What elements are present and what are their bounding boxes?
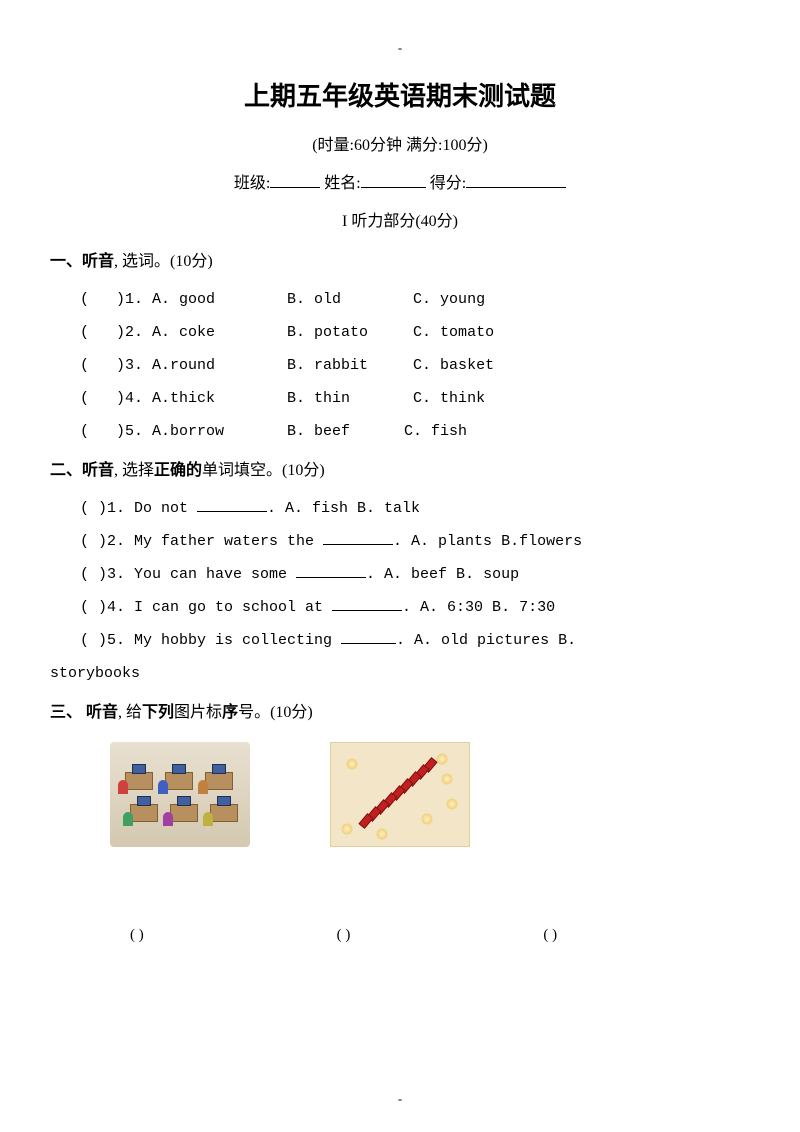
s3-bold3: 序: [222, 704, 238, 721]
s2-bold1: 二、听音: [50, 462, 114, 479]
s3-rest: 号。(10分): [238, 704, 313, 721]
paren-row: ( ) ( ) ( ): [50, 927, 750, 944]
s2-q3a: ( )3. You can have some: [80, 566, 296, 583]
image-classroom: [110, 742, 250, 847]
blank: [323, 544, 393, 545]
s3-mid2: 图片标: [174, 704, 222, 721]
s2-mid: , 选择: [114, 462, 154, 479]
top-dash: -: [50, 40, 750, 56]
s2-q4b: . A. 6:30 B. 7:30: [402, 599, 555, 616]
s1-q2: ( )2. A. coke B. potato C. tomato: [50, 316, 750, 349]
s2-q4a: ( )4. I can go to school at: [80, 599, 332, 616]
paren-1: ( ): [130, 927, 337, 944]
s2-q2: ( )2. My father waters the . A. plants B…: [50, 525, 750, 558]
bottom-dash: -: [0, 1091, 800, 1107]
section1-heading: 一、听音, 选词。(10分): [50, 247, 750, 271]
s2-q3b: . A. beef B. soup: [366, 566, 519, 583]
s2-q5a: ( )5. My hobby is collecting: [80, 632, 341, 649]
blank: [296, 577, 366, 578]
s3-bold2: 下列: [142, 704, 174, 721]
s2-q5-cont: storybooks: [50, 657, 750, 690]
s1-q3: ( )3. A.round B. rabbit C. basket: [50, 349, 750, 382]
s2-q1: ( )1. Do not . A. fish B. talk: [50, 492, 750, 525]
s2-q5b: . A. old pictures B.: [396, 632, 576, 649]
image-firecrackers: [330, 742, 470, 847]
s2-q3: ( )3. You can have some . A. beef B. sou…: [50, 558, 750, 591]
section2-heading: 二、听音, 选择正确的单词填空。(10分): [50, 456, 750, 480]
blank-score: [466, 172, 566, 188]
blank-name: [361, 172, 426, 188]
s3-mid: , 给: [118, 704, 142, 721]
paren-3: ( ): [543, 927, 750, 944]
paren-2: ( ): [337, 927, 544, 944]
s2-q1b: . A. fish B. talk: [267, 500, 420, 517]
s2-q2a: ( )2. My father waters the: [80, 533, 323, 550]
blank-class: [270, 172, 320, 188]
s2-q5: ( )5. My hobby is collecting . A. old pi…: [50, 624, 750, 657]
page-title: 上期五年级英语期末测试题: [50, 76, 750, 113]
blank: [341, 643, 396, 644]
section3-heading: 三、 听音, 给下列图片标序号。(10分): [50, 698, 750, 722]
s3-bold1: 三、 听音: [50, 704, 118, 721]
blank: [197, 511, 267, 512]
s2-bold2: 正确的: [154, 462, 202, 479]
label-class: 班级:: [234, 175, 270, 192]
blank: [332, 610, 402, 611]
s1-bold: 一、听音: [50, 253, 114, 270]
part-title: I 听力部分(40分): [50, 207, 750, 231]
s2-rest: 单词填空。(10分): [202, 462, 325, 479]
s1-rest: , 选词。(10分): [114, 253, 213, 270]
label-name: 姓名:: [324, 175, 360, 192]
subtitle: (时量:60分钟 满分:100分): [50, 131, 750, 155]
s2-q4: ( )4. I can go to school at . A. 6:30 B.…: [50, 591, 750, 624]
s1-q4: ( )4. A.thick B. thin C. think: [50, 382, 750, 415]
s1-q5: ( )5. A.borrow B. beef C. fish: [50, 415, 750, 448]
label-score: 得分:: [430, 175, 466, 192]
s2-q2b: . A. plants B.flowers: [393, 533, 582, 550]
images-row: [50, 742, 750, 847]
info-line: 班级: 姓名: 得分:: [50, 169, 750, 193]
s1-q1: ( )1. A. good B. old C. young: [50, 283, 750, 316]
s2-q1a: ( )1. Do not: [80, 500, 197, 517]
